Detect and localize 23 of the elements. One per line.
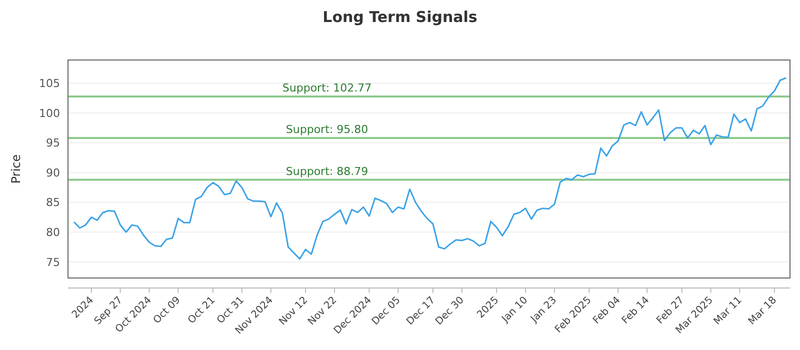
y-tick-label: 85 <box>46 196 60 210</box>
x-tick-label: Mar 11 <box>712 294 744 328</box>
ref-line-label: Support: 95.80 <box>286 123 368 136</box>
ref-line-label: Support: 102.77 <box>282 82 372 95</box>
line-series <box>73 77 787 260</box>
y-tick-label: 80 <box>46 226 60 239</box>
y-axis-title: Price <box>9 154 23 184</box>
y-tick-label: 105 <box>39 77 60 90</box>
x-tick-label: Dec 05 <box>370 294 403 328</box>
chart-title: Long Term Signals <box>322 8 478 26</box>
x-tick-label: Feb 14 <box>620 294 652 326</box>
x-tick-label: Jan 10 <box>499 294 530 326</box>
x-tick-label: Oct 21 <box>186 294 218 326</box>
y-tick-label: 90 <box>46 166 60 180</box>
x-tick-label: Jan 23 <box>528 294 560 326</box>
y-tick-label: 95 <box>46 136 60 150</box>
x-tick-label: Dec 30 <box>434 294 466 328</box>
x-tick-label: Mar 18 <box>746 294 780 328</box>
x-tick-label: Feb 04 <box>591 294 623 326</box>
ref-line-label: Support: 88.79 <box>286 164 368 178</box>
y-tick-label: 100 <box>39 106 60 120</box>
y-tick-label: 75 <box>46 256 60 269</box>
x-tick-label: Oct 09 <box>152 294 183 326</box>
